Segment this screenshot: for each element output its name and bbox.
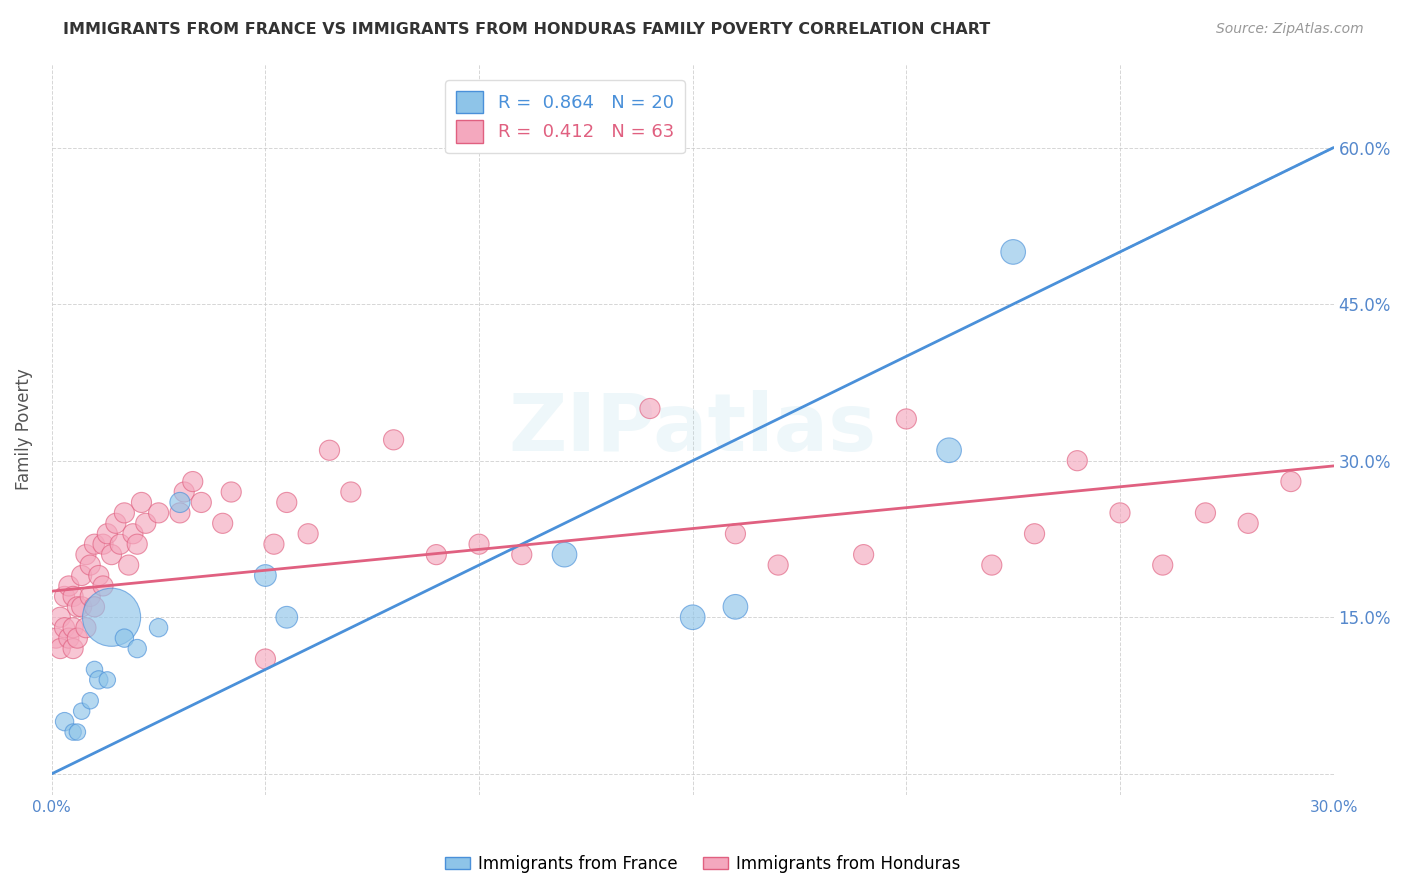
- Point: [219, 485, 242, 500]
- Point: [79, 694, 101, 708]
- Point: [49, 610, 72, 624]
- Point: [1194, 506, 1216, 520]
- Point: [104, 516, 127, 531]
- Point: [1002, 244, 1025, 259]
- Point: [122, 526, 145, 541]
- Point: [766, 558, 789, 572]
- Point: [276, 610, 298, 624]
- Point: [79, 558, 101, 572]
- Point: [1024, 526, 1046, 541]
- Point: [340, 485, 363, 500]
- Point: [297, 526, 319, 541]
- Point: [980, 558, 1002, 572]
- Point: [276, 495, 298, 509]
- Point: [58, 631, 80, 645]
- Point: [91, 579, 114, 593]
- Point: [148, 621, 170, 635]
- Point: [100, 610, 122, 624]
- Point: [70, 568, 93, 582]
- Point: [83, 663, 105, 677]
- Text: ZIPatlas: ZIPatlas: [509, 391, 877, 468]
- Point: [724, 526, 747, 541]
- Point: [87, 568, 110, 582]
- Point: [724, 599, 747, 614]
- Point: [148, 506, 170, 520]
- Point: [211, 516, 233, 531]
- Y-axis label: Family Poverty: Family Poverty: [15, 368, 32, 491]
- Point: [638, 401, 661, 416]
- Point: [553, 548, 575, 562]
- Point: [79, 590, 101, 604]
- Point: [62, 621, 84, 635]
- Point: [112, 631, 135, 645]
- Point: [318, 443, 340, 458]
- Point: [682, 610, 704, 624]
- Point: [131, 495, 153, 509]
- Point: [1237, 516, 1260, 531]
- Point: [53, 621, 76, 635]
- Point: [58, 579, 80, 593]
- Point: [190, 495, 212, 509]
- Point: [938, 443, 960, 458]
- Point: [127, 641, 149, 656]
- Text: IMMIGRANTS FROM FRANCE VS IMMIGRANTS FROM HONDURAS FAMILY POVERTY CORRELATION CH: IMMIGRANTS FROM FRANCE VS IMMIGRANTS FRO…: [63, 22, 990, 37]
- Point: [173, 485, 195, 500]
- Point: [53, 590, 76, 604]
- Point: [382, 433, 405, 447]
- Point: [49, 641, 72, 656]
- Point: [45, 631, 67, 645]
- Point: [1109, 506, 1132, 520]
- Point: [468, 537, 491, 551]
- Point: [112, 506, 135, 520]
- Point: [53, 714, 76, 729]
- Point: [263, 537, 285, 551]
- Point: [135, 516, 157, 531]
- Point: [425, 548, 447, 562]
- Point: [852, 548, 875, 562]
- Point: [96, 526, 118, 541]
- Point: [87, 673, 110, 687]
- Point: [62, 641, 84, 656]
- Point: [66, 631, 89, 645]
- Point: [100, 548, 122, 562]
- Point: [118, 558, 141, 572]
- Point: [70, 704, 93, 718]
- Point: [75, 621, 97, 635]
- Point: [108, 537, 131, 551]
- Point: [66, 599, 89, 614]
- Point: [181, 475, 204, 489]
- Point: [127, 537, 149, 551]
- Legend: Immigrants from France, Immigrants from Honduras: Immigrants from France, Immigrants from …: [439, 848, 967, 880]
- Point: [83, 537, 105, 551]
- Point: [169, 506, 191, 520]
- Point: [70, 599, 93, 614]
- Text: Source: ZipAtlas.com: Source: ZipAtlas.com: [1216, 22, 1364, 37]
- Point: [83, 599, 105, 614]
- Point: [1066, 453, 1088, 467]
- Point: [96, 673, 118, 687]
- Point: [896, 412, 918, 426]
- Point: [254, 652, 277, 666]
- Point: [254, 568, 277, 582]
- Point: [91, 537, 114, 551]
- Point: [62, 590, 84, 604]
- Legend: R =  0.864   N = 20, R =  0.412   N = 63: R = 0.864 N = 20, R = 0.412 N = 63: [446, 80, 685, 153]
- Point: [510, 548, 533, 562]
- Point: [169, 495, 191, 509]
- Point: [75, 548, 97, 562]
- Point: [66, 725, 89, 739]
- Point: [62, 725, 84, 739]
- Point: [1279, 475, 1302, 489]
- Point: [1152, 558, 1174, 572]
